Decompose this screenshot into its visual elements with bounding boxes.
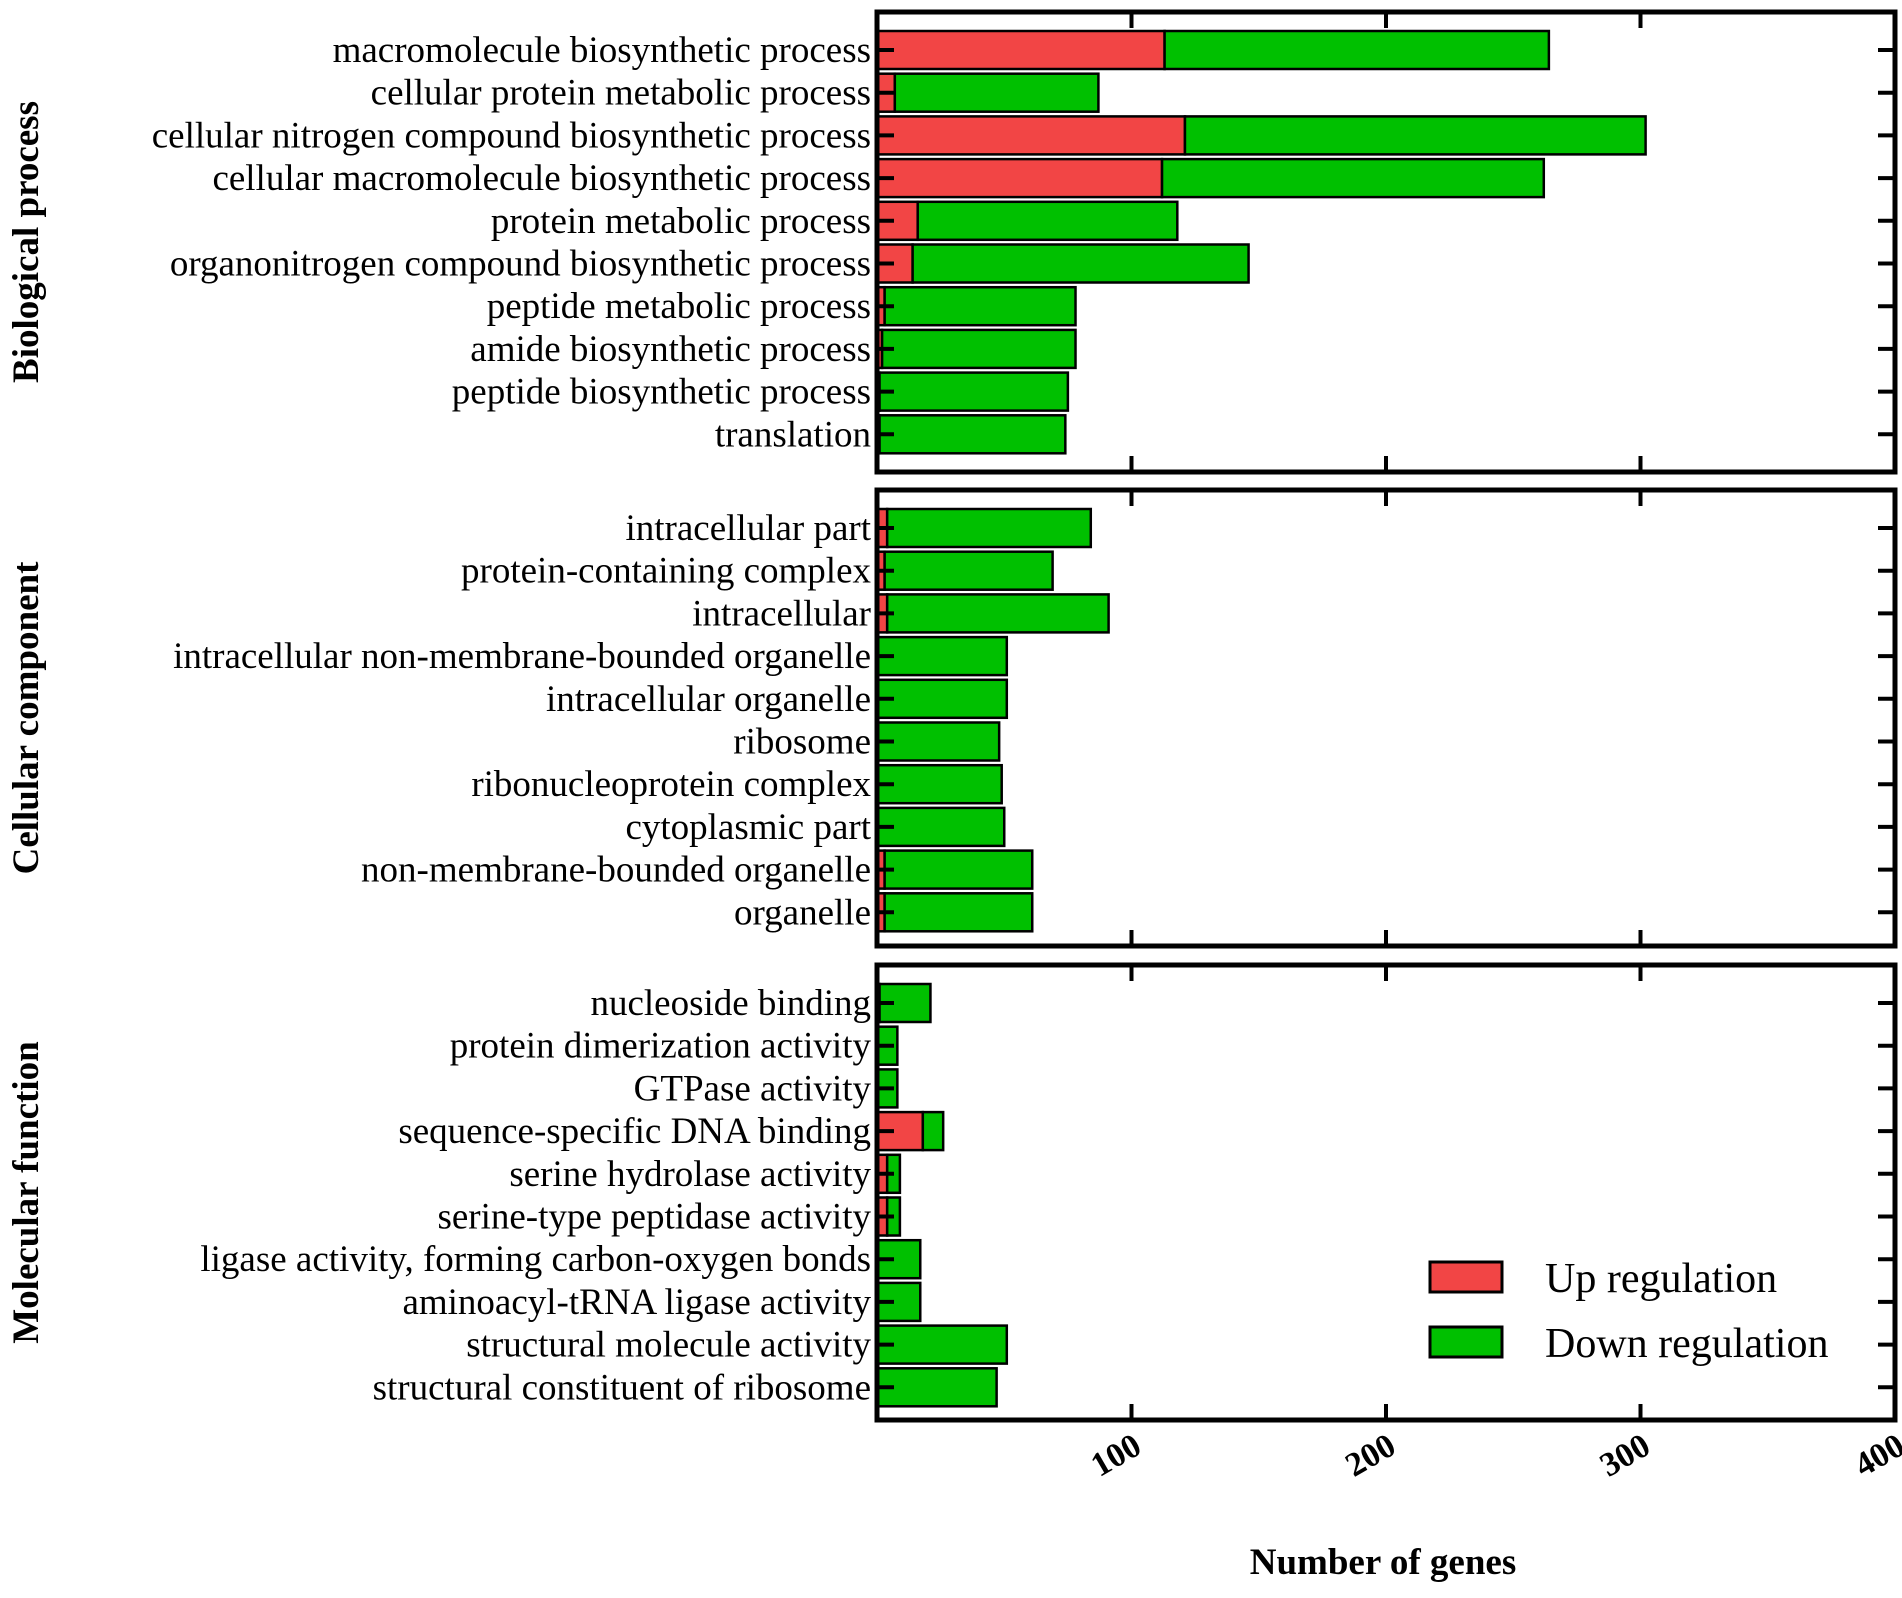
bar-down	[875, 678, 1009, 720]
bar-down	[885, 507, 1093, 549]
bar-down	[875, 763, 1003, 805]
bar-up	[875, 115, 1187, 156]
category-label: non-membrane-bounded organelle	[361, 850, 871, 891]
category-label: intracellular organelle	[546, 679, 871, 720]
bar-down	[893, 72, 1100, 113]
bar-down	[875, 806, 1006, 848]
category-label: aminoacyl-tRNA ligase activity	[402, 1282, 871, 1323]
category-label: macromolecule biosynthetic process	[333, 30, 871, 71]
x-axis: 100 200 300 400	[1085, 1427, 1902, 1485]
bar-down	[875, 1324, 1009, 1365]
bar-down	[878, 414, 1067, 455]
bar-down	[878, 371, 1070, 412]
legend-label-up: Up regulation	[1545, 1256, 1777, 1302]
category-label: GTPase activity	[634, 1068, 872, 1109]
category-label: protein-containing complex	[461, 551, 871, 592]
bar-down	[880, 328, 1077, 370]
category-label: cellular macromolecule biosynthetic proc…	[212, 158, 871, 199]
panel-title: Biological process	[6, 101, 47, 383]
bar-down	[883, 892, 1034, 933]
category-label: ribosome	[733, 722, 871, 763]
x-tick-label: 100	[1085, 1427, 1148, 1485]
category-label: nucleoside binding	[590, 983, 871, 1024]
x-tick-label: 400	[1848, 1427, 1902, 1485]
category-label: organelle	[734, 892, 871, 933]
bar-up	[875, 157, 1164, 199]
category-label: cellular nitrogen compound biosynthetic …	[152, 115, 871, 156]
category-label: protein metabolic process	[491, 201, 871, 242]
bar-down	[883, 849, 1034, 890]
x-tick-label: 200	[1339, 1427, 1402, 1485]
bar-down	[875, 635, 1009, 677]
category-label: structural constituent of ribosome	[373, 1367, 871, 1408]
category-label: cytoplasmic part	[625, 807, 871, 848]
category-label: peptide metabolic process	[487, 286, 871, 327]
bar-down	[1163, 29, 1551, 71]
category-label: ribonucleoprotein complex	[471, 764, 871, 805]
panel-1: macromolecule biosynthetic processcellul…	[6, 9, 1898, 475]
bar-down	[916, 200, 1179, 242]
bar-down	[885, 593, 1110, 634]
panel-frame	[874, 9, 1898, 475]
bar-down	[875, 1367, 998, 1408]
panel-title: Molecular function	[6, 1041, 47, 1344]
category-label: intracellular	[692, 593, 871, 634]
bar-down	[921, 1110, 945, 1152]
panel-frame	[874, 962, 1898, 1423]
bar-down	[1160, 157, 1546, 199]
category-label: amide biosynthetic process	[470, 329, 871, 370]
legend-swatch-down	[1428, 1325, 1504, 1359]
category-label: intracellular non-membrane-bounded organ…	[173, 636, 871, 677]
category-label: structural molecule activity	[466, 1325, 871, 1366]
legend: Up regulation Down regulation	[1428, 1256, 1828, 1367]
bar-down	[883, 550, 1054, 591]
bar-down	[883, 285, 1077, 327]
category-label: organonitrogen compound biosynthetic pro…	[170, 244, 871, 285]
category-label: peptide biosynthetic process	[452, 372, 871, 413]
x-tick-label: 300	[1594, 1427, 1657, 1485]
panels-layer: macromolecule biosynthetic processcellul…	[6, 9, 1898, 1423]
panel-title: Cellular component	[6, 561, 47, 874]
legend-swatch-up	[1428, 1260, 1504, 1294]
category-label: serine hydrolase activity	[509, 1154, 871, 1195]
bar-down	[911, 243, 1250, 284]
bar-up	[875, 29, 1166, 71]
category-label: protein dimerization activity	[450, 1026, 872, 1067]
category-label: translation	[715, 414, 871, 455]
category-label: intracellular part	[625, 508, 871, 549]
bar-down	[875, 721, 1001, 762]
category-label: cellular protein metabolic process	[371, 73, 871, 114]
bar-down	[1183, 115, 1647, 156]
category-label: ligase activity, forming carbon-oxygen b…	[200, 1239, 871, 1280]
category-label: sequence-specific DNA binding	[398, 1111, 871, 1152]
panel-frame	[874, 487, 1898, 949]
x-axis-title: Number of genes	[1250, 1542, 1517, 1583]
category-label: serine-type peptidase activity	[437, 1197, 871, 1238]
legend-label-down: Down regulation	[1545, 1321, 1828, 1367]
